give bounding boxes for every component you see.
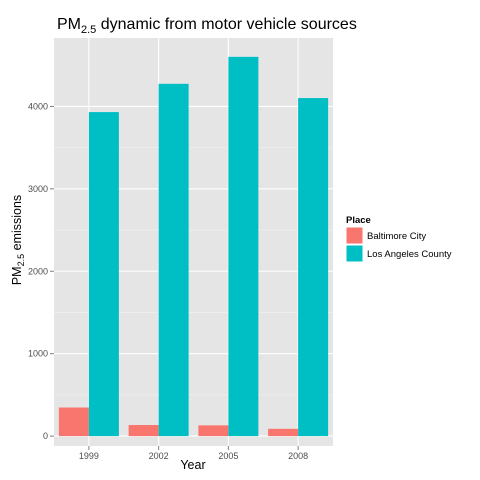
x-tick-label: 2002	[149, 451, 169, 461]
legend-label-baltimore-city: Baltimore City	[367, 231, 426, 242]
y-tick-label: 4000	[28, 101, 48, 111]
y-tick-label: 0	[43, 431, 48, 441]
y-tick-label: 2000	[28, 266, 48, 276]
bar-baltimore-city-2005	[198, 425, 229, 437]
bar-los-angeles-county-2002	[158, 83, 189, 437]
x-tick-label: 2005	[218, 451, 238, 461]
bar-baltimore-city-1999	[58, 407, 89, 437]
x-tick-label: 2008	[288, 451, 308, 461]
legend-key-los-angeles-county	[345, 244, 364, 263]
bar-baltimore-city-2008	[268, 428, 299, 437]
legend-title: Place	[346, 215, 371, 226]
chart-title: PM2.5 dynamic from motor vehicle sources	[57, 16, 357, 36]
bar-los-angeles-county-2008	[298, 98, 329, 437]
x-axis-title: Year	[180, 458, 205, 472]
y-axis-title: PM2.5 emissions	[10, 195, 26, 285]
legend-key-baltimore-city	[345, 226, 364, 245]
y-tick-label: 1000	[28, 349, 48, 359]
x-tick-label: 1999	[79, 451, 99, 461]
bar-los-angeles-county-2005	[228, 56, 259, 437]
legend: Place Baltimore City Los Angeles County	[345, 215, 452, 263]
bar-baltimore-city-2002	[128, 425, 159, 437]
bar-los-angeles-county-1999	[88, 112, 119, 437]
legend-label-los-angeles-county: Los Angeles County	[367, 249, 452, 260]
y-tick-label: 3000	[28, 184, 48, 194]
